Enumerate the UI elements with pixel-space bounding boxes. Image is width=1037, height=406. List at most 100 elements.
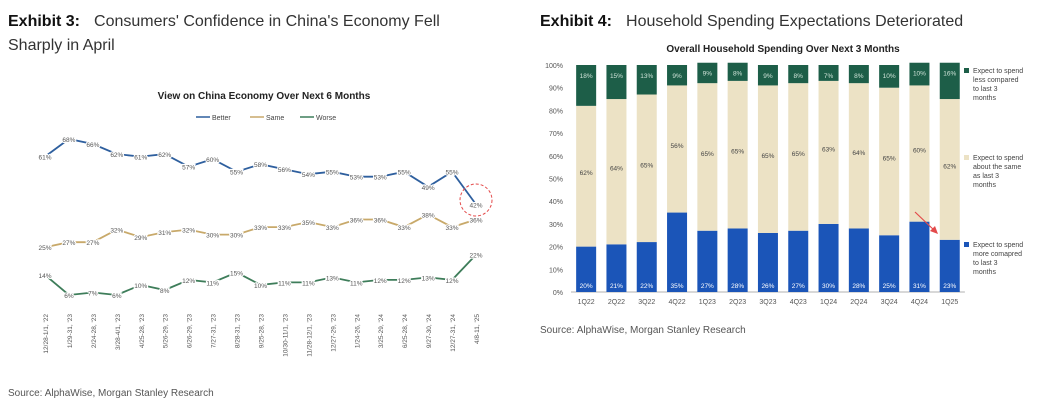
x-tick-label: 2Q22 bbox=[608, 299, 625, 306]
bar-segment bbox=[818, 223, 839, 292]
bar-segment bbox=[818, 80, 839, 224]
bar-segment bbox=[667, 85, 688, 213]
x-tick-label: 2Q24 bbox=[850, 299, 867, 306]
y-tick-label: 50% bbox=[549, 177, 563, 184]
bar-segment bbox=[697, 62, 718, 84]
exhibit-4-label: Exhibit 4: bbox=[540, 13, 613, 30]
data-label-same: 29% bbox=[134, 235, 147, 242]
bar-data-label: 64% bbox=[610, 166, 623, 173]
bar-data-label: 10% bbox=[913, 71, 926, 78]
x-tick-label: 1Q22 bbox=[578, 299, 595, 306]
bar-data-label: 7% bbox=[824, 73, 834, 80]
x-tick-label: 12/27-31, '24 bbox=[450, 314, 457, 352]
bar-segment bbox=[727, 80, 748, 229]
bar-segment bbox=[757, 85, 778, 233]
data-label-same: 36% bbox=[469, 218, 482, 225]
bar-segment bbox=[788, 230, 809, 292]
data-label-better: 62% bbox=[158, 152, 171, 159]
y-tick-label: 20% bbox=[549, 245, 563, 252]
data-label-same: 27% bbox=[62, 240, 75, 247]
highlight-arrow bbox=[914, 211, 938, 234]
bar-data-label: 65% bbox=[792, 151, 805, 158]
data-label-better: 55% bbox=[326, 170, 339, 177]
legend-label: Expect to spend about the same as last 3 mo… bbox=[973, 155, 1023, 189]
bar-data-label: 27% bbox=[792, 283, 805, 290]
bar-data-label: 28% bbox=[731, 283, 744, 290]
data-label-better: 66% bbox=[86, 142, 99, 149]
bar-data-label: 65% bbox=[883, 155, 896, 162]
data-label-worse: 22% bbox=[469, 253, 482, 260]
exhibit-3-title-line1: Consumers' Confidence in China's Economy… bbox=[94, 13, 440, 30]
data-label-same: 25% bbox=[38, 245, 51, 252]
data-label-same: 33% bbox=[254, 225, 267, 232]
bar-data-label: 30% bbox=[822, 283, 835, 290]
data-label-better: 53% bbox=[350, 175, 363, 182]
data-label-same: 33% bbox=[398, 225, 411, 232]
data-label-worse: 11% bbox=[206, 280, 219, 287]
line-chart-series bbox=[44, 138, 477, 296]
data-label-better: 54% bbox=[302, 172, 315, 179]
legend-label-worse: Worse bbox=[316, 115, 336, 122]
bar-segment bbox=[667, 212, 688, 292]
exhibit-3-label: Exhibit 3: bbox=[8, 13, 81, 30]
bar-segment bbox=[576, 105, 597, 247]
data-label-better: 57% bbox=[182, 165, 195, 172]
x-tick-label: 9/25-28, '23 bbox=[259, 314, 266, 349]
bar-segment bbox=[636, 242, 657, 292]
data-label-same: 27% bbox=[86, 240, 99, 247]
bar-data-label: 26% bbox=[761, 283, 774, 290]
x-tick-label: 4Q24 bbox=[911, 299, 928, 306]
x-tick-label: 1Q23 bbox=[699, 299, 716, 306]
data-label-worse: 8% bbox=[160, 288, 170, 295]
x-tick-label: 3Q23 bbox=[759, 299, 776, 306]
bar-segment bbox=[727, 228, 748, 292]
bar-segment bbox=[697, 230, 718, 292]
data-label-same: 38% bbox=[422, 212, 435, 219]
x-tick-label: 5/26-29, '23 bbox=[163, 314, 170, 349]
legend-swatch bbox=[964, 155, 969, 160]
data-label-worse: 13% bbox=[422, 275, 435, 282]
data-label-same: 33% bbox=[446, 225, 459, 232]
bar-data-label: 9% bbox=[763, 73, 773, 80]
y-tick-label: 30% bbox=[549, 222, 563, 229]
line-chart-title: View on China Economy Over Next 6 Months bbox=[158, 91, 371, 102]
x-tick-label: 3/28-4/1, '23 bbox=[115, 314, 122, 350]
bar-segment bbox=[879, 87, 900, 236]
bar-data-label: 15% bbox=[610, 73, 623, 80]
bar-data-label: 60% bbox=[913, 148, 926, 155]
bar-data-label: 31% bbox=[913, 283, 926, 290]
data-label-worse: 11% bbox=[278, 280, 291, 287]
data-label-worse: 15% bbox=[230, 270, 243, 277]
bar-data-label: 62% bbox=[943, 163, 956, 170]
bar-data-label: 9% bbox=[703, 71, 713, 78]
bar-data-label: 56% bbox=[671, 143, 684, 150]
bar-data-label: 65% bbox=[701, 151, 714, 158]
bar-segment bbox=[879, 235, 900, 292]
exhibit-4-title: Exhibit 4: Household Spending Expectation… bbox=[540, 10, 1035, 34]
x-tick-label: 2Q23 bbox=[729, 299, 746, 306]
data-label-better: 61% bbox=[134, 155, 147, 162]
exhibit-3-title-line2: Sharply in April bbox=[8, 37, 115, 54]
bar-segment bbox=[757, 232, 778, 292]
bar-segment bbox=[909, 85, 930, 222]
data-label-worse: 11% bbox=[350, 280, 363, 287]
bar-data-label: 63% bbox=[822, 146, 835, 153]
bar-data-label: 28% bbox=[852, 283, 865, 290]
bar-data-label: 27% bbox=[701, 283, 714, 290]
data-label-worse: 7% bbox=[88, 290, 98, 297]
data-label-better: 55% bbox=[398, 170, 411, 177]
data-label-worse: 12% bbox=[374, 278, 387, 285]
y-tick-label: 10% bbox=[549, 267, 563, 274]
x-tick-label: 6/25-28, '24 bbox=[402, 314, 409, 349]
bar-segment bbox=[576, 65, 597, 106]
x-tick-label: 1Q25 bbox=[941, 299, 958, 306]
line-chart-data-labels: 61% 68% 66% 62% 61% 62% 57% 60% 55% 58% 56% 54% 55% 5… bbox=[37, 136, 483, 301]
bar-chart-legend: Expect to spend less compared to last 3 mon… bbox=[964, 68, 1023, 276]
bar-segment bbox=[939, 239, 960, 292]
bar-segment bbox=[788, 65, 809, 84]
bar-data-label: 8% bbox=[854, 73, 864, 80]
x-tick-label: 9/27-30, '24 bbox=[426, 314, 433, 349]
exhibit-3-title: Exhibit 3: Consumers' Confidence in China… bbox=[8, 10, 508, 58]
exhibit-3-source: Source: AlphaWise, Morgan Stanley Resear… bbox=[8, 388, 214, 399]
data-label-same: 32% bbox=[110, 228, 123, 235]
